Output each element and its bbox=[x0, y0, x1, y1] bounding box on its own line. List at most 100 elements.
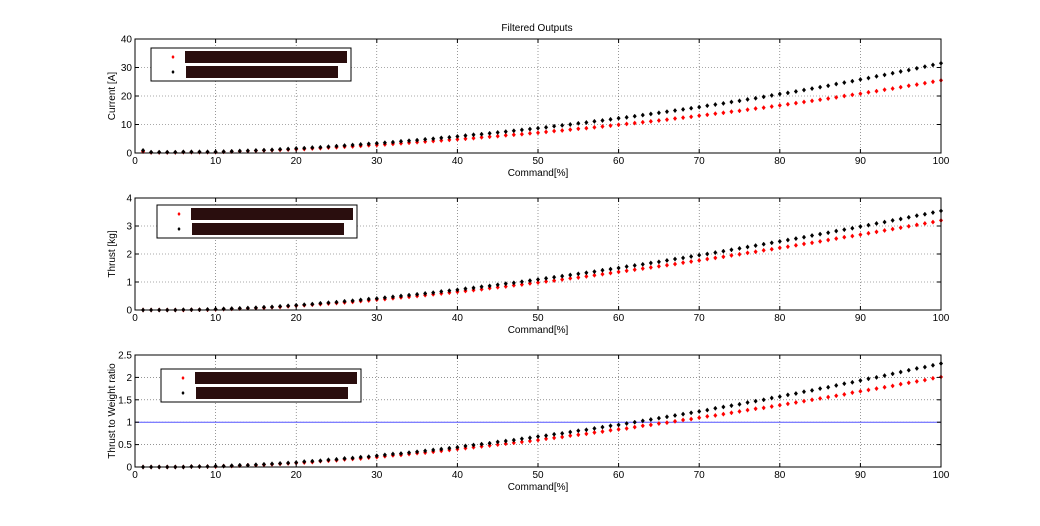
thrust-series-1-point bbox=[769, 240, 774, 246]
current-legend-redacted-label-1 bbox=[186, 66, 338, 78]
twr-series-0-point bbox=[503, 441, 508, 447]
twr-legend bbox=[160, 368, 362, 403]
current-y-tick-label: 10 bbox=[121, 120, 133, 131]
thrust-series-1-point bbox=[753, 243, 758, 249]
twr-series-0-point bbox=[729, 410, 734, 416]
thrust-series-1-point bbox=[842, 227, 847, 233]
twr-series-1-point bbox=[366, 454, 371, 460]
thrust-series-0-point bbox=[535, 280, 541, 286]
current-series-1-point bbox=[269, 147, 275, 153]
current-series-0-point bbox=[745, 107, 750, 113]
twr-series-0-point bbox=[713, 412, 718, 418]
current-series-0-point bbox=[600, 123, 605, 130]
twr-legend-redacted-label-0 bbox=[195, 372, 357, 384]
current-series-0-point bbox=[866, 89, 871, 95]
twr-series-1-point bbox=[455, 444, 460, 450]
twr-y-tick-label: 1 bbox=[126, 418, 132, 429]
current-x-tick-label: 100 bbox=[933, 156, 950, 167]
twr-series-0-point bbox=[527, 438, 532, 444]
thrust-x-tick-label: 40 bbox=[452, 313, 464, 324]
thrust-series-0-point bbox=[640, 266, 645, 272]
current-series-1-point bbox=[592, 118, 597, 124]
twr-series-0-point bbox=[552, 435, 557, 441]
twr-series-1-point bbox=[390, 451, 395, 457]
thrust-x-tick-label: 50 bbox=[532, 313, 544, 324]
thrust-series-0-point bbox=[648, 264, 653, 270]
thrust-series-0-point bbox=[842, 234, 847, 240]
current-legend-marker-0 bbox=[171, 55, 175, 59]
current-series-0-point bbox=[552, 128, 557, 134]
current-series-1-point bbox=[366, 141, 371, 147]
current-series-1-point bbox=[278, 146, 283, 152]
twr-series-1-point bbox=[705, 407, 710, 413]
thrust-series-1-point bbox=[777, 238, 782, 244]
current-series-0-point bbox=[882, 87, 887, 93]
thrust-series-1-point bbox=[519, 279, 524, 285]
current-series-0-point bbox=[769, 104, 774, 110]
twr-series-1-point bbox=[697, 408, 702, 414]
twr-series-0-point bbox=[681, 417, 686, 423]
current-legend-marker-1 bbox=[171, 70, 175, 74]
twr-series-0-point bbox=[519, 439, 524, 445]
thrust-series-1-point bbox=[850, 225, 855, 231]
thrust-series-0-point bbox=[705, 256, 710, 262]
current-y-tick-label: 30 bbox=[121, 63, 133, 74]
current-series-1-point bbox=[777, 91, 782, 97]
current-series-1-point bbox=[463, 133, 468, 139]
twr-series-1-point bbox=[374, 453, 379, 459]
twr-series-1-point bbox=[616, 422, 621, 428]
current-series-0-point bbox=[511, 132, 516, 138]
current-series-0-point bbox=[447, 137, 452, 143]
twr-series-0-point bbox=[890, 383, 895, 389]
current-series-1-point bbox=[681, 106, 686, 112]
current-subplot: 0 10 20 30 40 50 60 70 80 90 100 0 10 20 30 40 Command[%… bbox=[107, 35, 950, 180]
thrust-series-1-point bbox=[624, 264, 629, 270]
thrust-legend-redacted-label-1 bbox=[192, 223, 344, 235]
thrust-series-0-point bbox=[624, 268, 629, 274]
thrust-series-1-point bbox=[552, 274, 557, 280]
current-series-0-point bbox=[519, 131, 524, 137]
current-series-0-point bbox=[777, 102, 782, 108]
current-series-0-point bbox=[785, 101, 790, 107]
thrust-series-0-point bbox=[511, 282, 516, 288]
twr-series-1-point bbox=[809, 387, 815, 393]
current-series-0-point bbox=[535, 130, 541, 136]
twr-y-tick-label: 2.5 bbox=[118, 351, 132, 362]
current-series-0-point bbox=[858, 91, 863, 97]
current-series-1-point bbox=[374, 140, 379, 146]
thrust-subplot: 0 10 20 30 40 50 60 70 80 90 100 0 1 2 3 4 Command[%] Thr… bbox=[107, 194, 950, 337]
twr-series-1-point bbox=[471, 442, 476, 448]
current-series-0-point bbox=[914, 82, 919, 88]
twr-x-tick-label: 10 bbox=[210, 470, 222, 481]
twr-y-axis-label: Thrust to Weight ratio bbox=[107, 363, 118, 459]
twr-series-1-point bbox=[552, 431, 557, 437]
current-series-0-point bbox=[689, 114, 694, 120]
thrust-series-0-point bbox=[576, 275, 581, 281]
thrust-series-1-point bbox=[374, 296, 379, 302]
current-series-1-point bbox=[753, 95, 758, 101]
thrust-series-1-point bbox=[672, 256, 678, 262]
current-x-tick-label: 50 bbox=[532, 156, 544, 167]
thrust-y-tick-label: 2 bbox=[126, 250, 132, 261]
thrust-series-1-point bbox=[560, 273, 565, 279]
twr-series-1-point bbox=[834, 382, 839, 388]
thrust-series-1-point bbox=[664, 257, 670, 263]
current-series-0-point bbox=[721, 110, 726, 116]
thrust-series-1-point bbox=[600, 267, 605, 273]
thrust-series-0-point bbox=[826, 237, 831, 243]
current-series-1-point bbox=[858, 76, 863, 82]
thrust-series-1-point bbox=[705, 251, 710, 257]
twr-series-1-point bbox=[229, 463, 234, 469]
thrust-series-1-point bbox=[286, 303, 291, 309]
thrust-series-1-point bbox=[648, 260, 653, 266]
current-series-0-point bbox=[729, 109, 734, 115]
current-series-1-point bbox=[624, 114, 629, 120]
thrust-series-1-point bbox=[439, 289, 444, 295]
thrust-y-tick-label: 1 bbox=[126, 278, 132, 289]
twr-series-0-point bbox=[632, 424, 637, 430]
thrust-series-1-point bbox=[229, 306, 234, 312]
current-series-1-point bbox=[511, 128, 516, 134]
twr-series-1-point bbox=[495, 439, 500, 445]
twr-x-tick-label: 50 bbox=[532, 470, 544, 481]
current-series-0-point bbox=[793, 100, 798, 106]
